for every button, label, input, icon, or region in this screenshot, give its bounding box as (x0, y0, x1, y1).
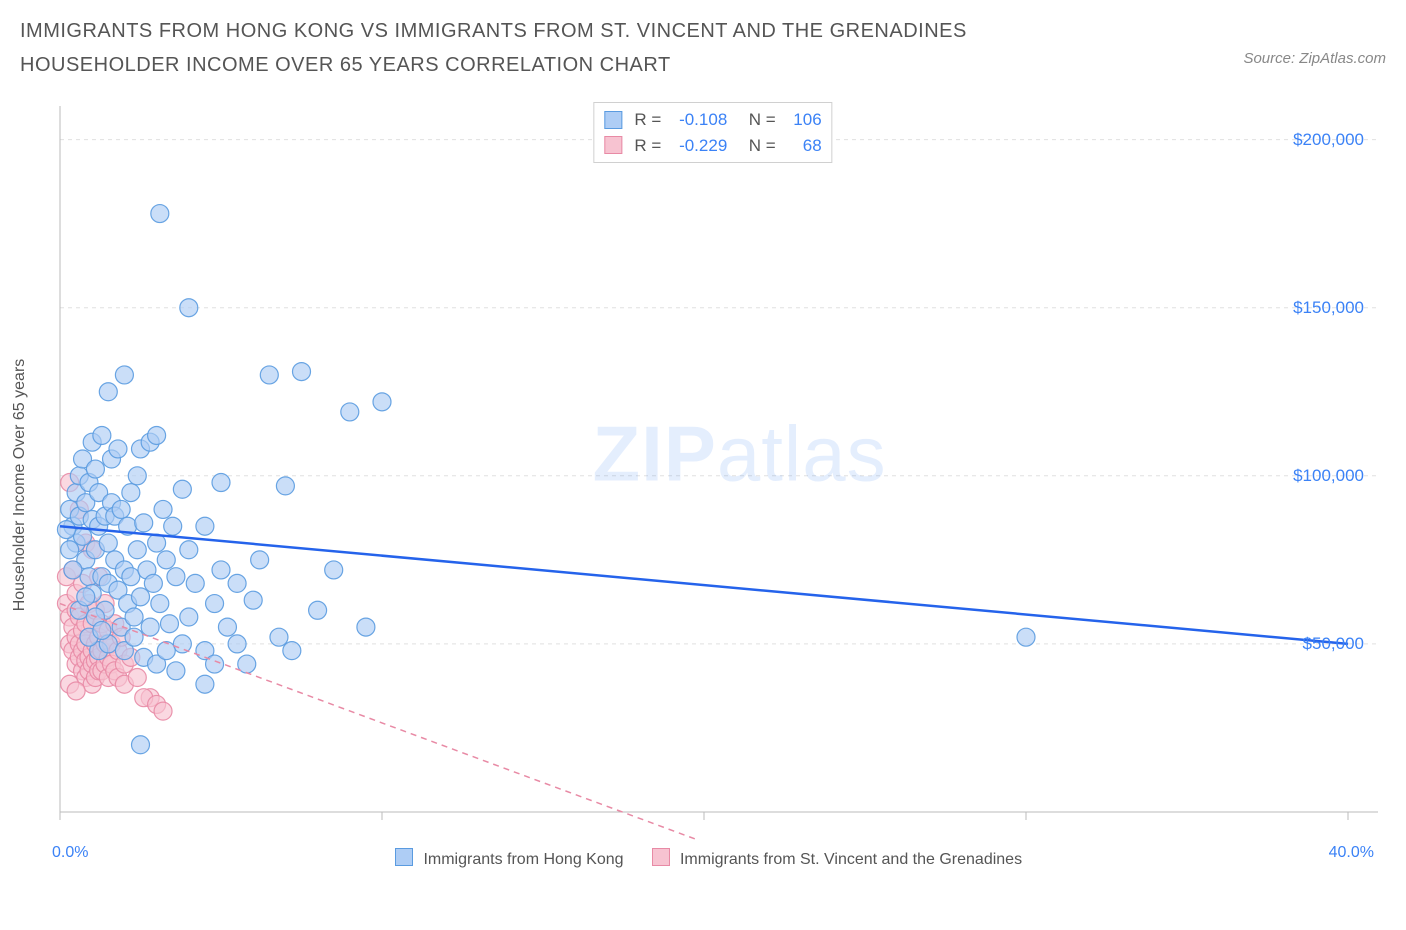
legend-swatch-2 (604, 136, 622, 154)
bottom-legend-label-2: Immigrants from St. Vincent and the Gren… (680, 851, 1022, 868)
legend-n-label-1: N = (749, 107, 776, 133)
bottom-legend-swatch-2 (652, 848, 670, 866)
chart-title: IMMIGRANTS FROM HONG KONG VS IMMIGRANTS … (20, 14, 1120, 82)
legend-swatch-1 (604, 111, 622, 129)
x-axis-labels: 0.0% Immigrants from Hong Kong Immigrant… (48, 844, 1378, 872)
chart-area: Householder Income Over 65 years ZIPatla… (48, 100, 1378, 870)
x-axis-max-label: 40.0% (1329, 844, 1374, 872)
legend-r-value-2: -0.229 (667, 133, 727, 159)
bottom-legend: Immigrants from Hong Kong Immigrants fro… (88, 844, 1328, 872)
y-tick-label: $150,000 (1293, 298, 1364, 318)
scatter-plot (48, 100, 1378, 840)
legend-row-series-1: R = -0.108 N = 106 (604, 107, 821, 133)
legend-n-value-2: 68 (782, 133, 822, 159)
y-tick-label: $200,000 (1293, 130, 1364, 150)
header-row: IMMIGRANTS FROM HONG KONG VS IMMIGRANTS … (20, 14, 1386, 82)
y-axis-label: Householder Income Over 65 years (11, 359, 29, 612)
legend-r-label-1: R = (634, 107, 661, 133)
x-axis-min-label: 0.0% (52, 844, 88, 872)
bottom-legend-item-1: Immigrants from Hong Kong (395, 848, 624, 869)
bottom-legend-label-1: Immigrants from Hong Kong (423, 851, 623, 868)
bottom-legend-item-2: Immigrants from St. Vincent and the Gren… (652, 848, 1023, 869)
source-attribution: Source: ZipAtlas.com (1243, 14, 1386, 67)
y-tick-label: $50,000 (1303, 634, 1364, 654)
legend-row-series-2: R = -0.229 N = 68 (604, 133, 821, 159)
legend-n-value-1: 106 (782, 107, 822, 133)
bottom-legend-swatch-1 (395, 848, 413, 866)
y-tick-label: $100,000 (1293, 466, 1364, 486)
legend-r-label-2: R = (634, 133, 661, 159)
top-legend: R = -0.108 N = 106 R = -0.229 N = 68 (593, 102, 832, 163)
legend-r-value-1: -0.108 (667, 107, 727, 133)
legend-n-label-2: N = (749, 133, 776, 159)
